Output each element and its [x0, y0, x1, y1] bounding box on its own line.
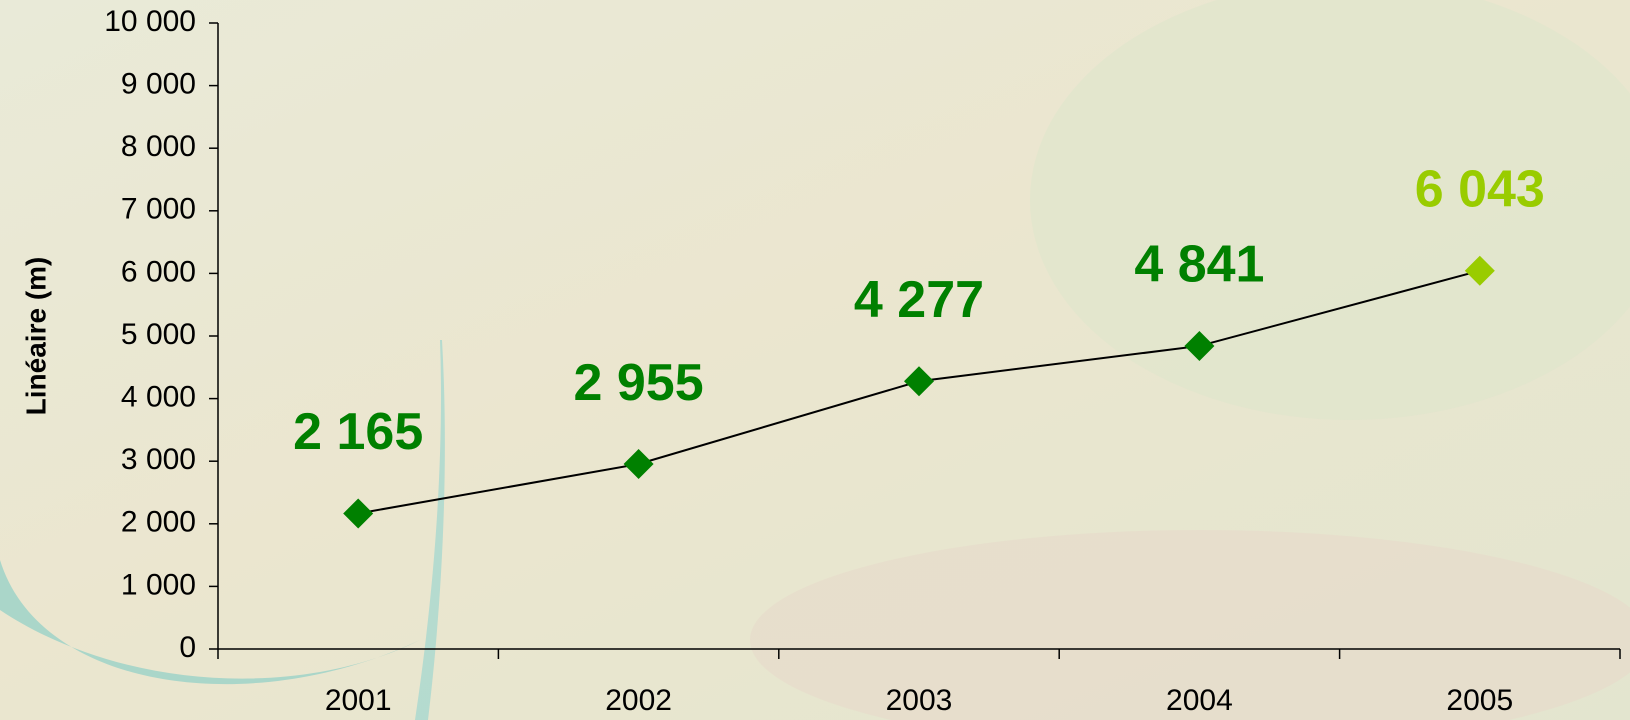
- y-tick-label: 9 000: [121, 68, 196, 101]
- x-tick-label: 2001: [325, 684, 392, 717]
- marker: [623, 449, 654, 480]
- x-tick-label: 2002: [605, 684, 672, 717]
- data-label: 4 841: [1134, 236, 1264, 294]
- decorative-stroke: [415, 340, 445, 720]
- y-tick-label: 6 000: [121, 255, 196, 288]
- marker: [343, 498, 374, 529]
- y-tick-label: 2 000: [121, 506, 196, 539]
- background-soil: [750, 530, 1630, 720]
- y-tick-label: 8 000: [121, 130, 196, 163]
- y-tick-label: 5 000: [121, 318, 196, 351]
- data-label: 6 043: [1415, 160, 1545, 218]
- data-label: 4 277: [854, 271, 984, 329]
- data-label: 2 165: [293, 403, 423, 461]
- y-tick-label: 4 000: [121, 381, 196, 414]
- marker: [1184, 330, 1215, 361]
- y-tick-label: 1 000: [121, 568, 196, 601]
- x-tick-label: 2003: [886, 684, 953, 717]
- marker: [904, 366, 934, 397]
- y-tick-label: 0: [179, 631, 196, 664]
- y-axis-label: Linéaire (m): [20, 257, 51, 416]
- y-tick-label: 7 000: [121, 193, 196, 226]
- y-tick-label: 3 000: [121, 443, 196, 476]
- x-tick-label: 2005: [1446, 684, 1513, 717]
- marker: [1464, 255, 1495, 286]
- data-label: 2 955: [574, 354, 704, 412]
- x-tick-label: 2004: [1166, 684, 1233, 717]
- background-foliage: [1030, 0, 1630, 420]
- y-tick-label: 10 000: [104, 5, 196, 38]
